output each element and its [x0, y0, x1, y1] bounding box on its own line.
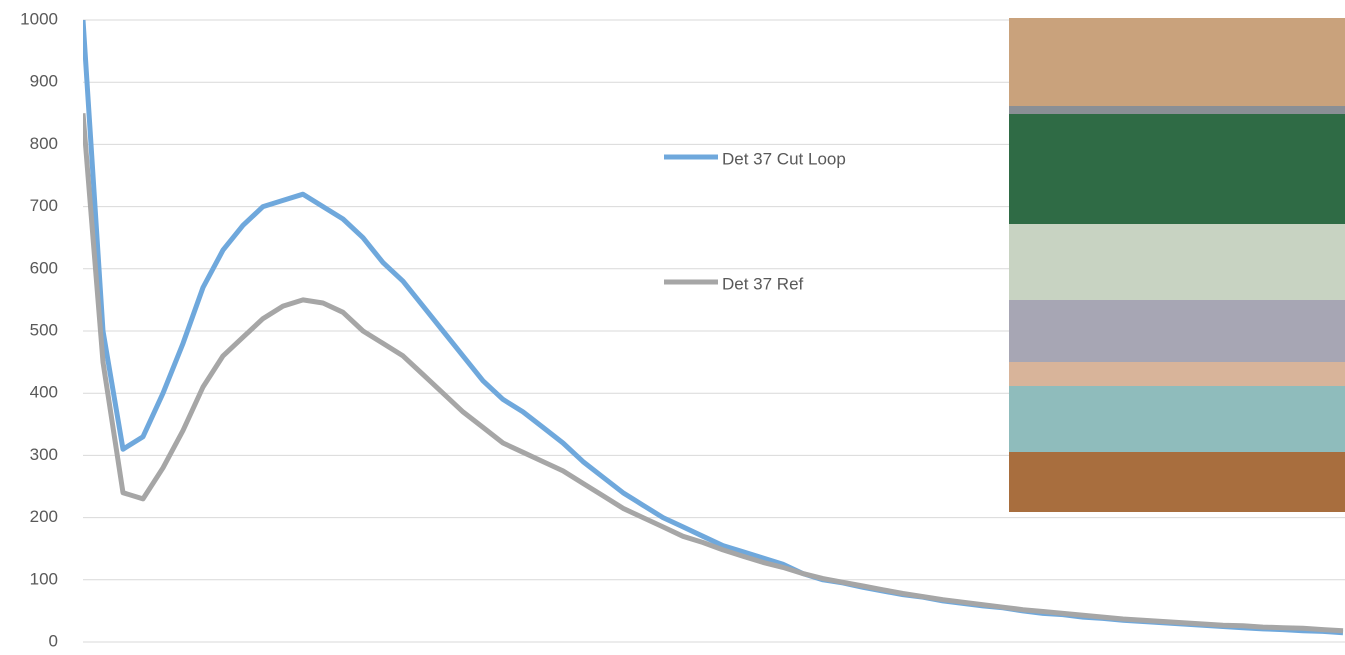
plot-area	[83, 20, 1344, 636]
y-tick-label: 500	[30, 320, 58, 339]
legend: Det 37 Cut Loop Det 37 Ref	[664, 149, 846, 293]
photo-table	[1009, 452, 1345, 512]
y-tick-label: 700	[30, 196, 58, 215]
photo-foil	[1009, 300, 1345, 362]
data-line	[83, 113, 1344, 634]
y-tick-label: 200	[30, 507, 58, 526]
y-tick-label: 400	[30, 383, 58, 402]
y-tick-label: 0	[49, 631, 58, 650]
photo-rail	[1009, 106, 1345, 114]
y-tick-label: 300	[30, 445, 58, 464]
y-tick-label: 800	[30, 134, 58, 153]
y-tick-label: 900	[30, 72, 58, 91]
y-tick-label: 1000	[20, 9, 58, 28]
photo-circuit-boards	[1009, 114, 1345, 224]
legend-label: Det 37 Cut Loop	[722, 149, 846, 168]
y-tick-label: 600	[30, 258, 58, 277]
photo-tape	[1009, 362, 1345, 386]
photo-connectors	[1009, 224, 1345, 300]
photo-background	[1009, 18, 1345, 110]
legend-label: Det 37 Ref	[722, 274, 804, 293]
photo-inset	[1009, 18, 1345, 512]
photo-fibers	[1009, 386, 1345, 452]
y-tick-label: 100	[30, 569, 58, 588]
grid: 0 100 200 300 400 500 600 700 800 900 1000	[20, 9, 1345, 650]
